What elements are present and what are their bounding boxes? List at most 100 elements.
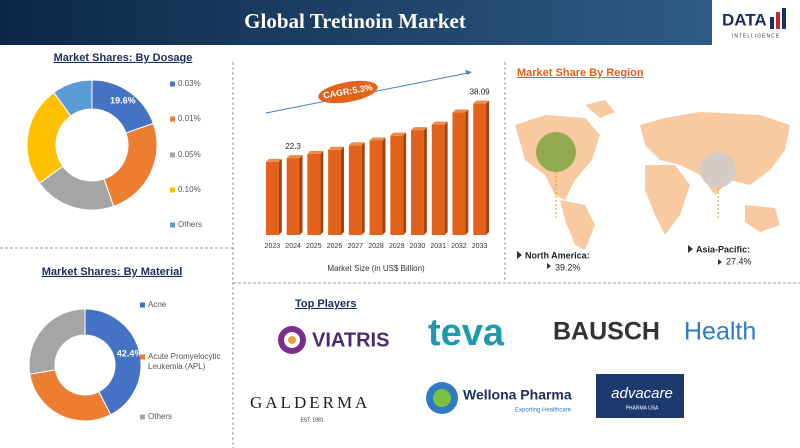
bar-side: [403, 132, 407, 235]
header-bar: [0, 0, 800, 45]
wellona-icon: [426, 382, 458, 414]
legend-label: Acute Promyelocytic Leukemia (APL): [148, 352, 221, 371]
advacare-box: [596, 374, 684, 418]
legend-label: 0.10%: [178, 185, 201, 194]
region-marker: [536, 132, 576, 172]
chart-title: Market Shares: By Material: [42, 266, 183, 278]
player-logo: advacare: [611, 385, 673, 402]
legend-label: 0.05%: [178, 150, 201, 159]
x-axis-label: Market Size (in US$ Billion): [327, 264, 425, 273]
cagr-badge: [318, 80, 378, 104]
player-logo: VIATRIS: [312, 329, 389, 351]
bar-top: [348, 142, 365, 146]
player-sub: PHARMA USA: [626, 405, 659, 411]
world-map: [515, 100, 790, 250]
region-marker: [700, 152, 736, 188]
bar-top: [473, 100, 490, 104]
chart-title: Market Shares: By Dosage: [54, 52, 193, 64]
legend-swatch: [140, 354, 145, 360]
player-logo: BAUSCH: [553, 318, 660, 346]
viatris-icon: [278, 326, 306, 354]
page-title: Global Tretinoin Market: [244, 9, 466, 33]
bar-side: [465, 109, 469, 235]
bar: [473, 103, 487, 235]
legend-label: Others: [178, 220, 203, 229]
bar-side: [423, 127, 427, 235]
bar-top: [307, 150, 324, 154]
legend-label: Others: [148, 412, 173, 421]
x-tick-label: 2023: [265, 243, 281, 250]
bar-side: [361, 142, 365, 235]
legend-label: 0.03%: [178, 79, 201, 88]
player-logo: GALDERMA: [250, 393, 370, 412]
player-logo: Health: [684, 318, 756, 346]
arrow-head: [465, 70, 472, 75]
bar: [452, 112, 466, 235]
donut-slice: [28, 308, 86, 375]
bar-side: [486, 100, 490, 235]
bar-top: [328, 146, 344, 150]
bar-side: [299, 155, 303, 235]
x-tick-label: 2030: [410, 243, 426, 250]
x-tick-label: 2033: [472, 243, 488, 250]
legend-swatch: [170, 187, 175, 193]
bar: [431, 124, 445, 235]
bar: [369, 140, 383, 235]
bar: [286, 158, 300, 235]
bar-side: [278, 158, 282, 235]
player-sub: EST. 1981: [300, 417, 323, 423]
donut-slice: [53, 79, 93, 117]
region-name: Asia-Pacific:: [696, 244, 750, 254]
x-tick-label: 2026: [327, 243, 343, 250]
player-logo: teva: [428, 312, 505, 354]
x-tick-label: 2032: [451, 243, 467, 250]
region-value: 39.2%: [555, 262, 581, 272]
player-sub: Exporting Healthcare: [515, 408, 572, 414]
donut-slice: [29, 369, 112, 422]
legend-label: Acne: [148, 300, 167, 309]
bar-top: [452, 109, 469, 113]
bar-top: [265, 158, 282, 162]
player-logo: Wellona Pharma: [463, 387, 572, 403]
bar: [307, 153, 321, 235]
data-label: 38.09: [470, 88, 491, 97]
legend-swatch: [170, 81, 175, 87]
legend-swatch: [170, 222, 175, 228]
x-tick-label: 2027: [347, 243, 363, 250]
region-leaders: [555, 172, 719, 220]
bar: [265, 161, 279, 235]
bar-top: [411, 127, 427, 131]
legend-swatch: [170, 116, 175, 122]
donut-slice: [91, 79, 154, 134]
players-title: Top Players: [295, 298, 357, 310]
bar-top: [431, 121, 448, 125]
bar: [348, 145, 362, 235]
legend-swatch: [140, 414, 145, 420]
bar-top: [390, 132, 407, 136]
legend-swatch: [140, 302, 145, 308]
bar-side: [444, 121, 448, 235]
logo-name: DATA: [722, 10, 767, 29]
x-tick-label: 2025: [306, 243, 322, 250]
bar: [411, 130, 424, 235]
logo-bars: [770, 8, 786, 29]
donut-slice: [84, 308, 142, 416]
bar-top: [369, 137, 386, 141]
legend-swatch: [170, 152, 175, 158]
region-value: 27.4%: [726, 256, 752, 266]
bar-top: [286, 155, 303, 159]
x-tick-label: 2029: [389, 243, 405, 250]
bar-side: [320, 150, 324, 235]
data-label: 42.4%: [117, 348, 143, 358]
separators: [0, 62, 800, 448]
legend-label: 0.01%: [178, 114, 201, 123]
data-label: 22.3: [285, 142, 301, 151]
x-tick-label: 2031: [430, 243, 446, 250]
logo-sub: INTELLIGENCE: [732, 33, 780, 39]
bar-side: [382, 137, 386, 235]
region-title: Market Share By Region: [517, 67, 644, 79]
donut-slice: [103, 122, 158, 207]
data-label: 19.6%: [110, 96, 136, 106]
region-name: North America:: [525, 250, 590, 260]
